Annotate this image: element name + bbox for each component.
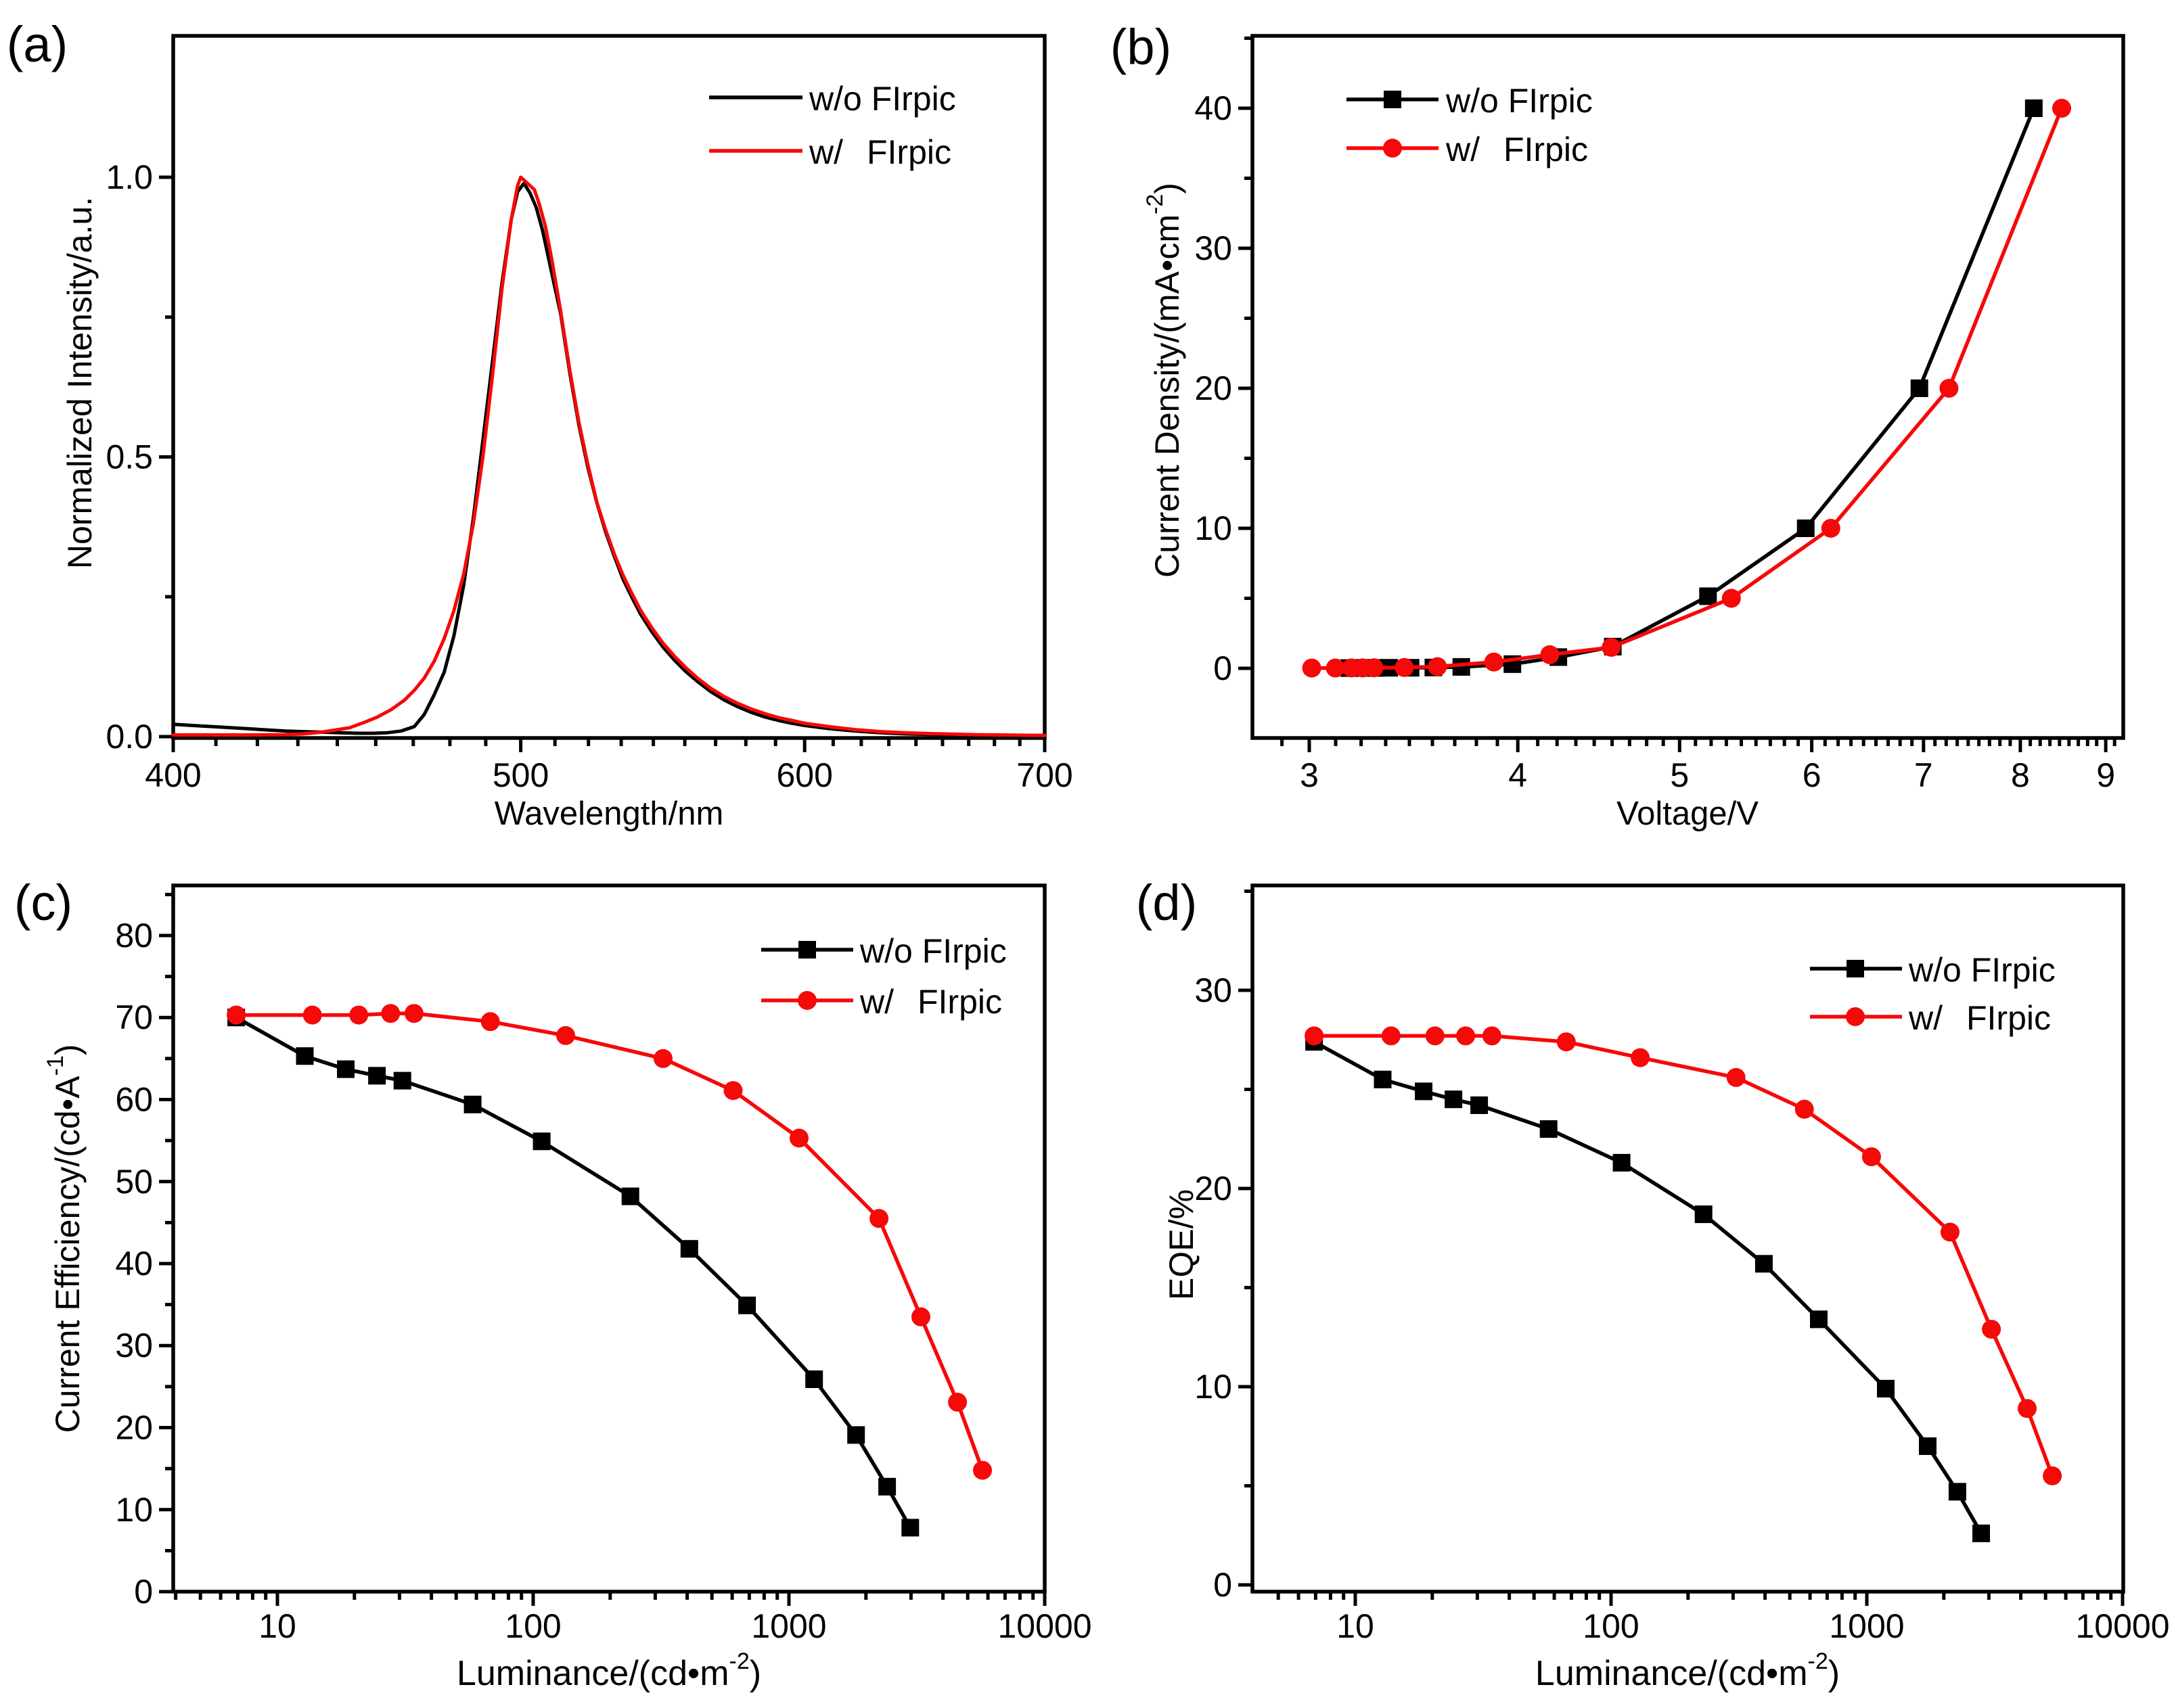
svg-text:0.5: 0.5: [106, 438, 153, 476]
svg-text:10: 10: [1194, 1368, 1232, 1406]
svg-text:(b): (b): [1110, 19, 1171, 75]
svg-text:1000: 1000: [751, 1607, 826, 1645]
svg-text:Voltage/V: Voltage/V: [1616, 795, 1759, 832]
svg-text:FIrpic: FIrpic: [1966, 999, 2051, 1037]
svg-text:EQE/%: EQE/%: [1162, 1189, 1200, 1300]
svg-text:w/o FIrpic: w/o FIrpic: [1445, 82, 1593, 120]
svg-text:6: 6: [1803, 756, 1821, 794]
svg-text:0: 0: [1213, 1566, 1232, 1604]
svg-text:50: 50: [115, 1163, 153, 1201]
svg-text:600: 600: [776, 756, 832, 794]
svg-text:FIrpic: FIrpic: [1503, 131, 1588, 168]
svg-text:9: 9: [2096, 756, 2115, 794]
svg-text:(d): (d): [1136, 875, 1197, 931]
svg-text:100: 100: [1583, 1607, 1639, 1645]
svg-text:70: 70: [115, 998, 153, 1036]
svg-text:10: 10: [1336, 1607, 1374, 1645]
svg-text:20: 20: [115, 1409, 153, 1447]
svg-text:40: 40: [1194, 89, 1232, 127]
svg-text:1000: 1000: [1829, 1607, 1904, 1645]
svg-text:30: 30: [115, 1326, 153, 1364]
svg-text:w/: w/: [859, 983, 894, 1021]
svg-text:Luminance/(cd•m-2): Luminance/(cd•m-2): [457, 1648, 761, 1693]
svg-text:400: 400: [145, 756, 201, 794]
svg-text:w/: w/: [1445, 131, 1480, 168]
svg-text:FIrpic: FIrpic: [867, 133, 951, 171]
svg-text:Luminance/(cd•m-2): Luminance/(cd•m-2): [1535, 1648, 1840, 1693]
svg-text:10000: 10000: [997, 1607, 1091, 1645]
svg-text:8: 8: [2011, 756, 2030, 794]
svg-text:w/o FIrpic: w/o FIrpic: [809, 80, 956, 118]
svg-text:Current Density/(mA•cm-2): Current Density/(mA•cm-2): [1142, 183, 1186, 578]
svg-text:0: 0: [1213, 649, 1232, 687]
svg-text:1.0: 1.0: [106, 158, 153, 196]
svg-text:5: 5: [1670, 756, 1689, 794]
svg-text:80: 80: [115, 917, 153, 954]
svg-text:Normalized Intensity/a.u.: Normalized Intensity/a.u.: [61, 197, 99, 569]
svg-text:w/: w/: [809, 133, 843, 171]
svg-text:Current Efficiency/(cd•A-1): Current Efficiency/(cd•A-1): [43, 1044, 87, 1433]
svg-text:w/o FIrpic: w/o FIrpic: [859, 932, 1007, 970]
svg-text:30: 30: [1194, 229, 1232, 267]
svg-text:0: 0: [134, 1573, 153, 1611]
svg-text:0.0: 0.0: [106, 718, 153, 756]
svg-text:20: 20: [1194, 1170, 1232, 1207]
svg-text:30: 30: [1194, 971, 1232, 1009]
svg-text:60: 60: [115, 1081, 153, 1119]
svg-text:(a): (a): [7, 16, 68, 72]
svg-text:20: 20: [1194, 369, 1232, 407]
svg-text:40: 40: [115, 1245, 153, 1283]
svg-text:10: 10: [1194, 509, 1232, 547]
svg-text:3: 3: [1300, 756, 1319, 794]
svg-text:10000: 10000: [2075, 1607, 2169, 1645]
svg-text:10: 10: [115, 1491, 153, 1529]
svg-text:w/o FIrpic: w/o FIrpic: [1908, 951, 2056, 989]
svg-text:(c): (c): [14, 875, 72, 931]
svg-text:4: 4: [1508, 756, 1527, 794]
svg-text:FIrpic: FIrpic: [918, 983, 1002, 1021]
svg-text:Wavelength/nm: Wavelength/nm: [495, 795, 724, 832]
svg-text:7: 7: [1914, 756, 1933, 794]
svg-text:100: 100: [505, 1607, 561, 1645]
svg-text:700: 700: [1016, 756, 1072, 794]
svg-text:500: 500: [493, 756, 549, 794]
svg-text:10: 10: [258, 1607, 296, 1645]
svg-text:w/: w/: [1908, 999, 1943, 1037]
